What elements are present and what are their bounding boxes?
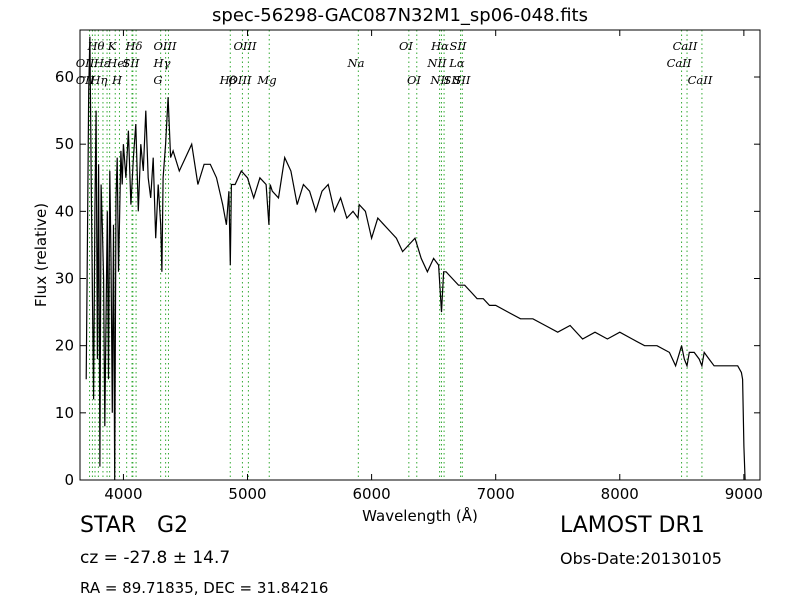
line-annotation: Hα [430, 39, 449, 53]
line-annotation: Lα [448, 56, 465, 70]
y-tick-label: 30 [55, 270, 74, 288]
y-tick-label: 50 [55, 135, 74, 153]
obs-date-label: Obs-Date:20130105 [560, 549, 722, 568]
line-annotation: H [111, 73, 123, 87]
line-annotation: SII [123, 56, 140, 70]
redshift-label: cz = -27.8 ± 14.7 [80, 548, 231, 568]
line-annotation: G [153, 73, 162, 87]
x-tick-label: 6000 [353, 485, 391, 503]
line-annotation: OIII [153, 39, 177, 53]
subclass-label: G2 [157, 513, 189, 538]
object-class: STAR G2 [80, 513, 188, 538]
line-annotation: NII [429, 73, 450, 87]
line-annotation: CaII [688, 73, 713, 87]
line-annotation: SII [450, 39, 467, 53]
x-tick-label: 8000 [601, 485, 639, 503]
y-tick-label: 60 [55, 68, 74, 86]
class-label: STAR [80, 513, 137, 538]
line-annotation: OII [76, 56, 95, 70]
x-axis-ticks: 4000 5000 6000 7000 8000 9000 [104, 30, 763, 503]
line-annotation: OI [399, 39, 413, 53]
line-annotation: OII [76, 73, 95, 87]
line-annotation: HeI [106, 56, 129, 70]
spectrum-series [85, 36, 746, 481]
coordinates-label: RA = 89.71835, DEC = 31.84216 [80, 579, 329, 597]
line-annotation: CaII [673, 39, 698, 53]
plot-frame [79, 29, 761, 481]
y-tick-label: 10 [55, 404, 74, 422]
line-annotation: Hβ [219, 73, 237, 87]
line-annotation: OIII [228, 73, 252, 87]
line-annotation: Hη [90, 73, 108, 87]
line-annotation: OIII [233, 39, 257, 53]
line-annotation: NII [426, 56, 447, 70]
y-tick-label: 0 [64, 471, 74, 489]
line-annotation: Na [347, 56, 365, 70]
line-annotation: Hθ [87, 39, 105, 53]
y-axis-label: Flux (relative) [32, 203, 50, 307]
survey-label: LAMOST DR1 [560, 513, 705, 538]
x-axis-label: Wavelength (Å) [362, 506, 478, 525]
line-markers [89, 30, 703, 480]
y-axis-ticks: 0 10 20 30 40 50 60 [55, 68, 760, 489]
line-annotation: K [107, 39, 118, 53]
line-annotation: CaII [667, 56, 692, 70]
y-tick-label: 20 [55, 337, 74, 355]
x-tick-label: 9000 [725, 485, 763, 503]
line-annotation: OI [407, 73, 421, 87]
x-tick-label: 5000 [228, 485, 266, 503]
x-tick-label: 7000 [477, 485, 515, 503]
line-annotation: SII [444, 73, 461, 87]
chart-title: spec-56298-GAC087N32M1_sp06-048.fits [212, 5, 588, 26]
spectrum-line [85, 36, 746, 481]
line-annotation: Hε [93, 56, 110, 70]
line-annotation: SII [454, 73, 471, 87]
line-annotation: Mg [256, 73, 276, 87]
line-annotation: Hδ [125, 39, 143, 53]
y-tick-label: 40 [55, 202, 74, 220]
line-annotation: Hγ [153, 56, 171, 70]
x-tick-label: 4000 [104, 485, 142, 503]
